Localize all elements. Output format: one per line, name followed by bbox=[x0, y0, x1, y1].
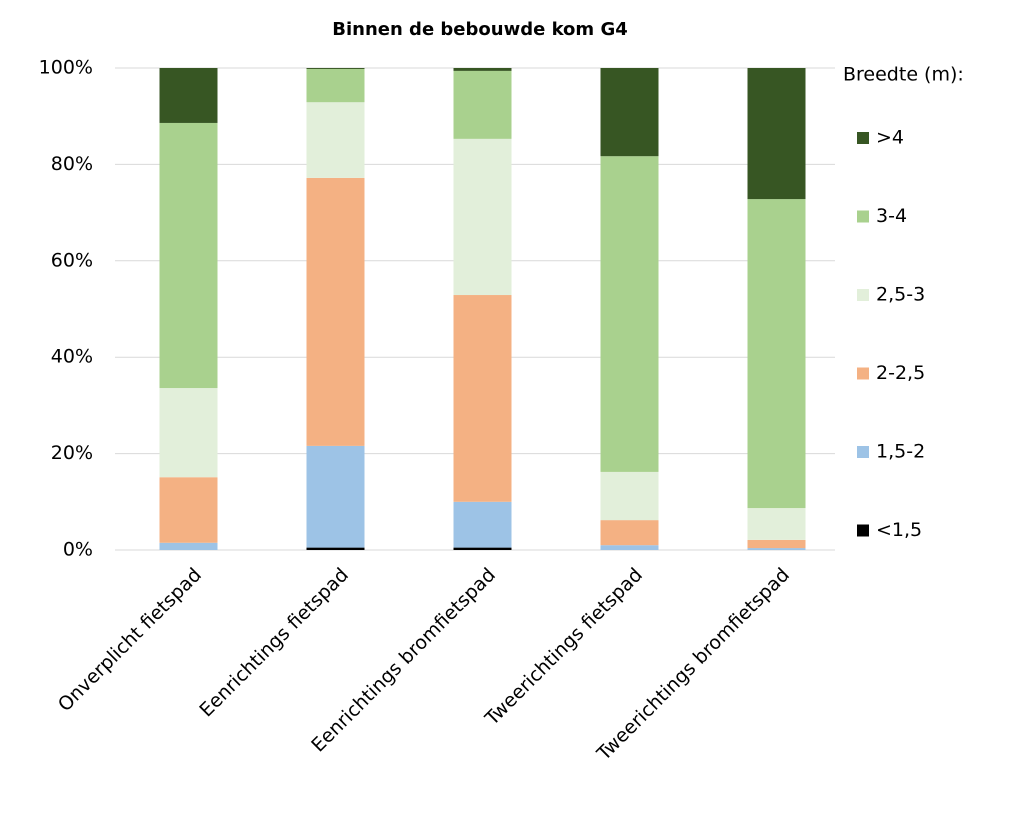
bar-segment bbox=[600, 156, 659, 472]
bar-segment bbox=[453, 295, 512, 502]
y-tick-label: 0% bbox=[63, 539, 93, 561]
legend-title: Breedte (m): bbox=[843, 64, 964, 86]
bar-segment bbox=[159, 122, 218, 389]
bar-segment bbox=[600, 545, 659, 550]
bar-segment bbox=[453, 547, 512, 550]
bar-segment bbox=[159, 68, 218, 123]
bar-segment bbox=[747, 508, 806, 540]
x-tick-label: Onverplicht fietspad bbox=[54, 564, 206, 716]
bar-segment bbox=[453, 501, 512, 548]
bar-segment bbox=[306, 102, 365, 178]
bar-segment bbox=[747, 199, 806, 509]
legend-swatch bbox=[857, 367, 869, 380]
legend-label: 2-2,5 bbox=[876, 362, 925, 384]
legend-swatch bbox=[857, 289, 869, 301]
y-tick-label: 40% bbox=[51, 346, 93, 368]
y-tick-label: 100% bbox=[39, 57, 93, 79]
bar-segment bbox=[306, 547, 365, 550]
bar-segment bbox=[306, 68, 365, 103]
legend-label: 1,5-2 bbox=[876, 441, 925, 463]
y-tick-label: 60% bbox=[51, 249, 93, 271]
bar-segment bbox=[747, 548, 806, 550]
bar-segment bbox=[306, 177, 365, 446]
bar-segment bbox=[600, 68, 659, 157]
legend-label: 2,5-3 bbox=[876, 284, 925, 306]
legend-swatch bbox=[857, 210, 869, 223]
legend-label: >4 bbox=[876, 127, 904, 149]
bar-segment bbox=[159, 542, 218, 550]
bar-segment bbox=[600, 471, 659, 521]
legend-swatch bbox=[857, 446, 869, 458]
bar-segment bbox=[306, 445, 365, 548]
bar-segment bbox=[159, 388, 218, 478]
bar-segment bbox=[747, 539, 806, 549]
bar-segment bbox=[600, 520, 659, 546]
bar-segment bbox=[306, 68, 365, 69]
bar-segment bbox=[747, 68, 806, 200]
bar-segment bbox=[159, 477, 218, 543]
x-tick-label: Eenrichtings fietspad bbox=[195, 564, 353, 722]
y-tick-label: 20% bbox=[51, 442, 93, 464]
bar-segment bbox=[453, 138, 512, 296]
bar-segment bbox=[453, 68, 512, 71]
y-tick-label: 80% bbox=[51, 153, 93, 175]
chart-title: Binnen de bebouwde kom G4 bbox=[332, 19, 628, 40]
legend-swatch bbox=[857, 132, 869, 144]
legend-label: 3-4 bbox=[876, 205, 907, 227]
legend-label: <1,5 bbox=[876, 519, 922, 541]
bar-segment bbox=[453, 70, 512, 139]
legend-swatch bbox=[857, 524, 869, 537]
x-tick-label: Tweerichtings fietspad bbox=[480, 564, 647, 731]
